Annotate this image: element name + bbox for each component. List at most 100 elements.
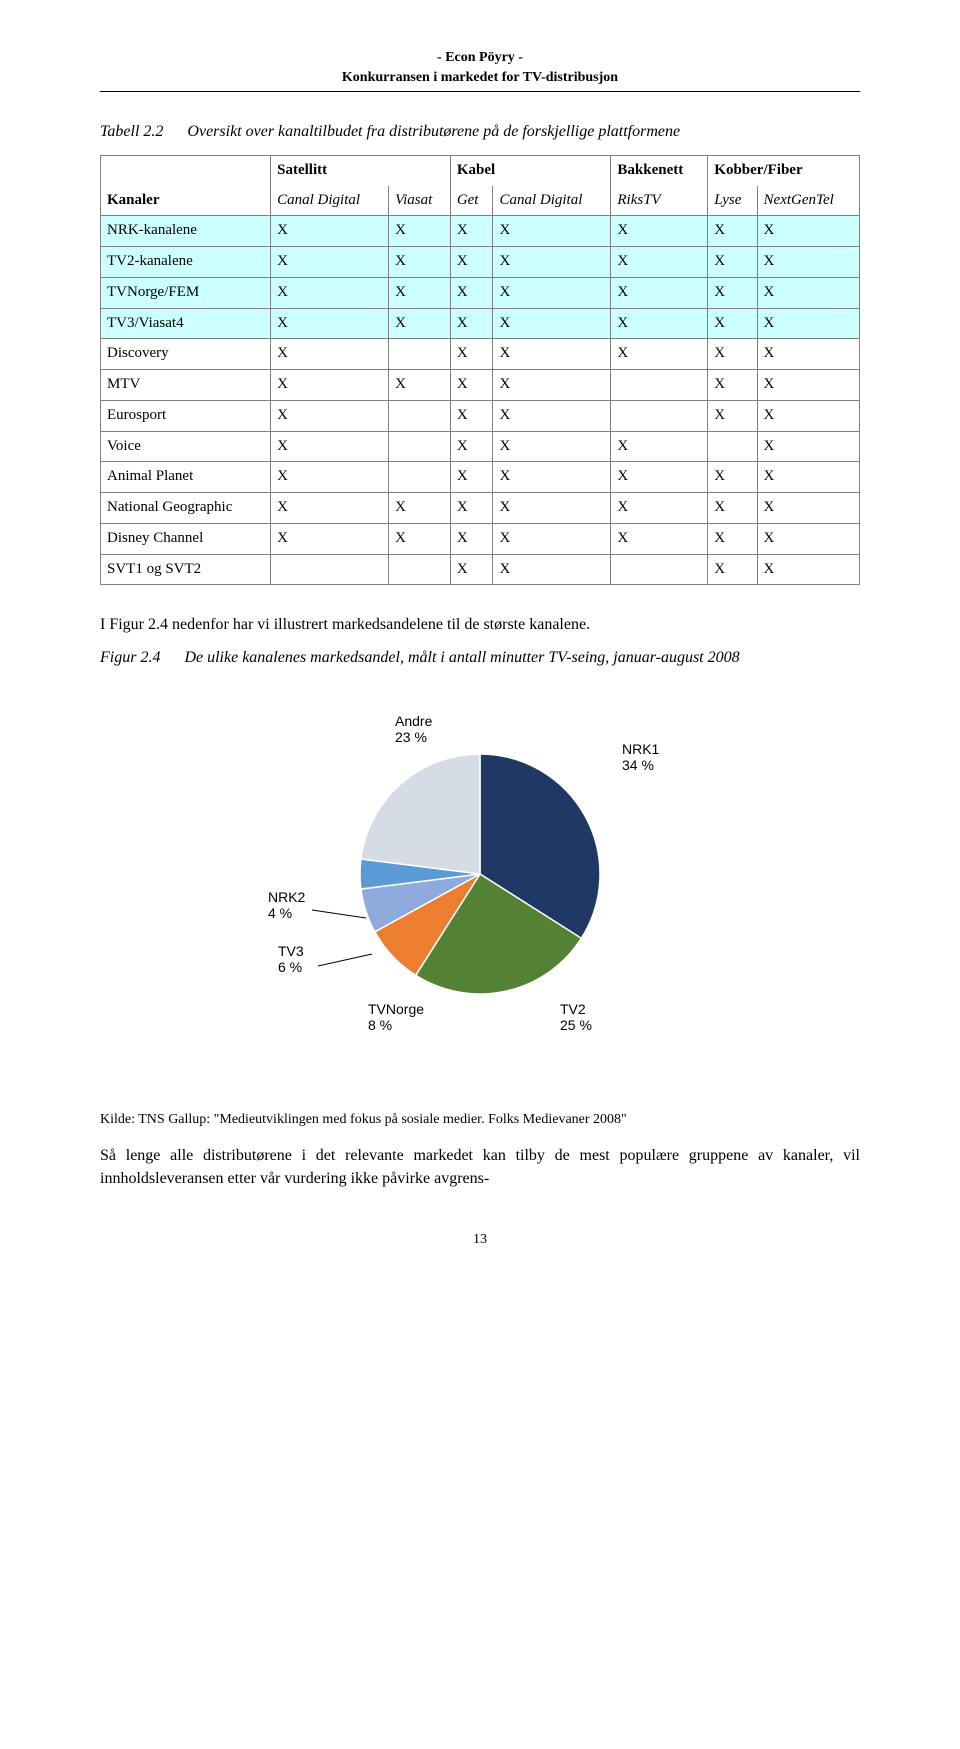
group-satellitt: Satellitt bbox=[271, 155, 451, 185]
cell: X bbox=[493, 339, 611, 370]
table-row: EurosportXXXXX bbox=[101, 400, 860, 431]
sub-nextgentel: NextGenTel bbox=[757, 186, 859, 216]
cell: X bbox=[493, 308, 611, 339]
page-number: 13 bbox=[100, 1230, 860, 1250]
cell: X bbox=[450, 216, 493, 247]
cell: X bbox=[757, 216, 859, 247]
figure-label: Figur 2.4 bbox=[100, 646, 160, 669]
cell: X bbox=[389, 247, 451, 278]
cell: X bbox=[757, 247, 859, 278]
sub-viasat: Viasat bbox=[389, 186, 451, 216]
cell bbox=[611, 554, 708, 585]
intro-paragraph: I Figur 2.4 nedenfor har vi illustrert m… bbox=[100, 613, 860, 636]
table-caption-text: Oversikt over kanaltilbudet fra distribu… bbox=[187, 120, 860, 143]
cell: X bbox=[271, 247, 389, 278]
table-row: DiscoveryXXXXXX bbox=[101, 339, 860, 370]
cell: X bbox=[450, 277, 493, 308]
cell: X bbox=[271, 431, 389, 462]
cell: X bbox=[611, 493, 708, 524]
table-row: SVT1 og SVT2XXXX bbox=[101, 554, 860, 585]
cell: X bbox=[271, 400, 389, 431]
row-name: Disney Channel bbox=[101, 523, 271, 554]
cell: X bbox=[389, 370, 451, 401]
cell: X bbox=[708, 339, 757, 370]
cell: X bbox=[757, 493, 859, 524]
cell: X bbox=[450, 339, 493, 370]
cell: X bbox=[450, 462, 493, 493]
cell: X bbox=[757, 400, 859, 431]
row-name: TVNorge/FEM bbox=[101, 277, 271, 308]
cell: X bbox=[493, 277, 611, 308]
cell: X bbox=[450, 431, 493, 462]
pie-label-tv2: TV225 % bbox=[560, 1001, 592, 1033]
table-label: Tabell 2.2 bbox=[100, 120, 163, 143]
table-body: NRK-kanaleneXXXXXXXTV2-kanaleneXXXXXXXTV… bbox=[101, 216, 860, 585]
cell bbox=[389, 431, 451, 462]
cell: X bbox=[493, 493, 611, 524]
cell: X bbox=[757, 431, 859, 462]
cell: X bbox=[493, 431, 611, 462]
cell: X bbox=[450, 523, 493, 554]
cell: X bbox=[450, 400, 493, 431]
pie-chart: NRK134 %TV225 %TVNorge8 %TV36 %NRK24 %An… bbox=[220, 694, 740, 1074]
cell: X bbox=[271, 277, 389, 308]
pie-slice-andre bbox=[361, 754, 480, 874]
cell bbox=[389, 462, 451, 493]
cell: X bbox=[708, 554, 757, 585]
row-name: Voice bbox=[101, 431, 271, 462]
cell: X bbox=[271, 370, 389, 401]
cell: X bbox=[493, 554, 611, 585]
cell: X bbox=[493, 216, 611, 247]
figure-caption-text: De ulike kanalenes markedsandel, målt i … bbox=[184, 646, 860, 669]
table-row: TV3/Viasat4XXXXXXX bbox=[101, 308, 860, 339]
pie-label-nrk2: NRK24 % bbox=[268, 889, 306, 921]
cell: X bbox=[708, 247, 757, 278]
row-name: MTV bbox=[101, 370, 271, 401]
pie-label-andre: Andre23 % bbox=[395, 713, 433, 745]
cell: X bbox=[271, 339, 389, 370]
cell: X bbox=[611, 216, 708, 247]
cell bbox=[611, 400, 708, 431]
cell: X bbox=[708, 277, 757, 308]
cell: X bbox=[389, 523, 451, 554]
pie-label-nrk1: NRK134 % bbox=[622, 741, 660, 773]
row-name: SVT1 og SVT2 bbox=[101, 554, 271, 585]
cell: X bbox=[450, 370, 493, 401]
cell: X bbox=[757, 370, 859, 401]
row-name: Eurosport bbox=[101, 400, 271, 431]
cell: X bbox=[611, 308, 708, 339]
cell: X bbox=[389, 308, 451, 339]
cell: X bbox=[757, 462, 859, 493]
row-name: TV2-kanalene bbox=[101, 247, 271, 278]
page-header: - Econ Pöyry - Konkurransen i markedet f… bbox=[100, 48, 860, 92]
closing-paragraph: Så lenge alle distributørene i det relev… bbox=[100, 1144, 860, 1190]
cell: X bbox=[757, 523, 859, 554]
row-name: Animal Planet bbox=[101, 462, 271, 493]
cell bbox=[389, 400, 451, 431]
row-name: NRK-kanalene bbox=[101, 216, 271, 247]
cell: X bbox=[450, 308, 493, 339]
cell: X bbox=[708, 462, 757, 493]
pie-chart-wrap: NRK134 %TV225 %TVNorge8 %TV36 %NRK24 %An… bbox=[100, 694, 860, 1074]
cell: X bbox=[611, 431, 708, 462]
pie-label-tvnorge: TVNorge8 % bbox=[368, 1001, 424, 1033]
cell bbox=[708, 431, 757, 462]
table-row: Animal PlanetXXXXXX bbox=[101, 462, 860, 493]
cell bbox=[611, 370, 708, 401]
cell: X bbox=[271, 216, 389, 247]
cell: X bbox=[757, 277, 859, 308]
group-kabel: Kabel bbox=[450, 155, 611, 185]
cell: X bbox=[611, 247, 708, 278]
group-bakkenett: Bakkenett bbox=[611, 155, 708, 185]
row-name: National Geographic bbox=[101, 493, 271, 524]
table-row: NRK-kanaleneXXXXXXX bbox=[101, 216, 860, 247]
source-line: Kilde: TNS Gallup: "Medieutviklingen med… bbox=[100, 1110, 860, 1130]
cell bbox=[389, 554, 451, 585]
cell: X bbox=[708, 216, 757, 247]
cell: X bbox=[450, 247, 493, 278]
cell: X bbox=[271, 493, 389, 524]
group-kobber-fiber: Kobber/Fiber bbox=[708, 155, 860, 185]
cell: X bbox=[757, 554, 859, 585]
table-group-row: Kanaler Satellitt Kabel Bakkenett Kobber… bbox=[101, 155, 860, 185]
table-row: TVNorge/FEMXXXXXXX bbox=[101, 277, 860, 308]
